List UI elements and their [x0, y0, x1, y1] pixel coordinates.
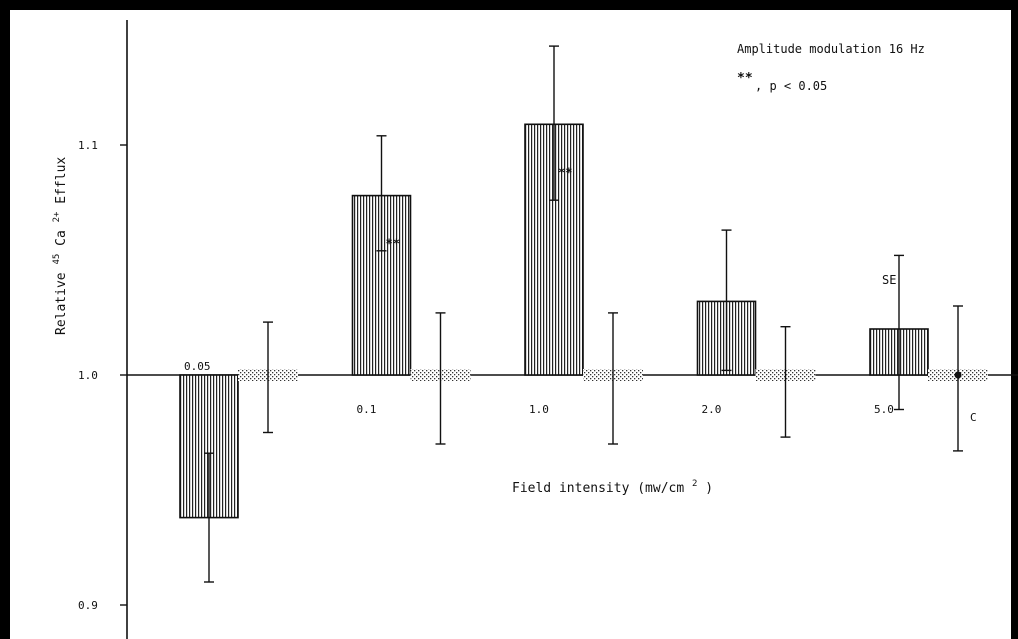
category-label-2: 1.0 — [529, 403, 549, 416]
category-labels: 0.05 0.1 1.0 2.0 5.0 C — [184, 360, 977, 424]
se-label: SE — [882, 273, 896, 287]
significance-mark-2: ** — [558, 165, 572, 179]
control-mean-dot — [954, 371, 962, 379]
y-axis-label-isotope: 45 — [52, 254, 62, 265]
category-label-3: 2.0 — [702, 403, 722, 416]
legend-significance-mark: ** — [737, 71, 753, 86]
y-axis-label-ion: Ca — [54, 230, 69, 246]
x-axis-label-main: Field intensity (mw/cm — [512, 481, 684, 496]
bars: ** ** — [179, 45, 988, 583]
y-tick-label-1: 1.0 — [78, 369, 98, 382]
significance-mark-1: ** — [386, 237, 400, 251]
y-axis-label-pre: Relative — [54, 265, 69, 335]
category-label-1: 0.1 — [357, 403, 377, 416]
category-label-4: 5.0 — [874, 403, 894, 416]
control-label: C — [970, 411, 977, 424]
y-axis-label-charge: 2+ — [52, 211, 62, 222]
y-tick-label-0: 0.9 — [78, 599, 98, 612]
y-ticks: 0.9 1.0 1.1 — [78, 139, 127, 612]
category-label-0: 0.05 — [184, 360, 211, 373]
legend-significance-text: , p < 0.05 — [755, 79, 827, 93]
y-tick-label-2: 1.1 — [78, 139, 98, 152]
x-axis-label: Field intensity (mw/cm 2 ) — [512, 475, 713, 496]
x-axis-label-end: ) — [705, 481, 713, 496]
y-axis-label: Relative 45 Ca 2+ Efflux — [48, 157, 69, 335]
x-axis-label-sup: 2 — [692, 479, 697, 489]
legend-title: Amplitude modulation 16 Hz — [737, 42, 925, 56]
y-axis-label-post: Efflux — [54, 157, 69, 204]
